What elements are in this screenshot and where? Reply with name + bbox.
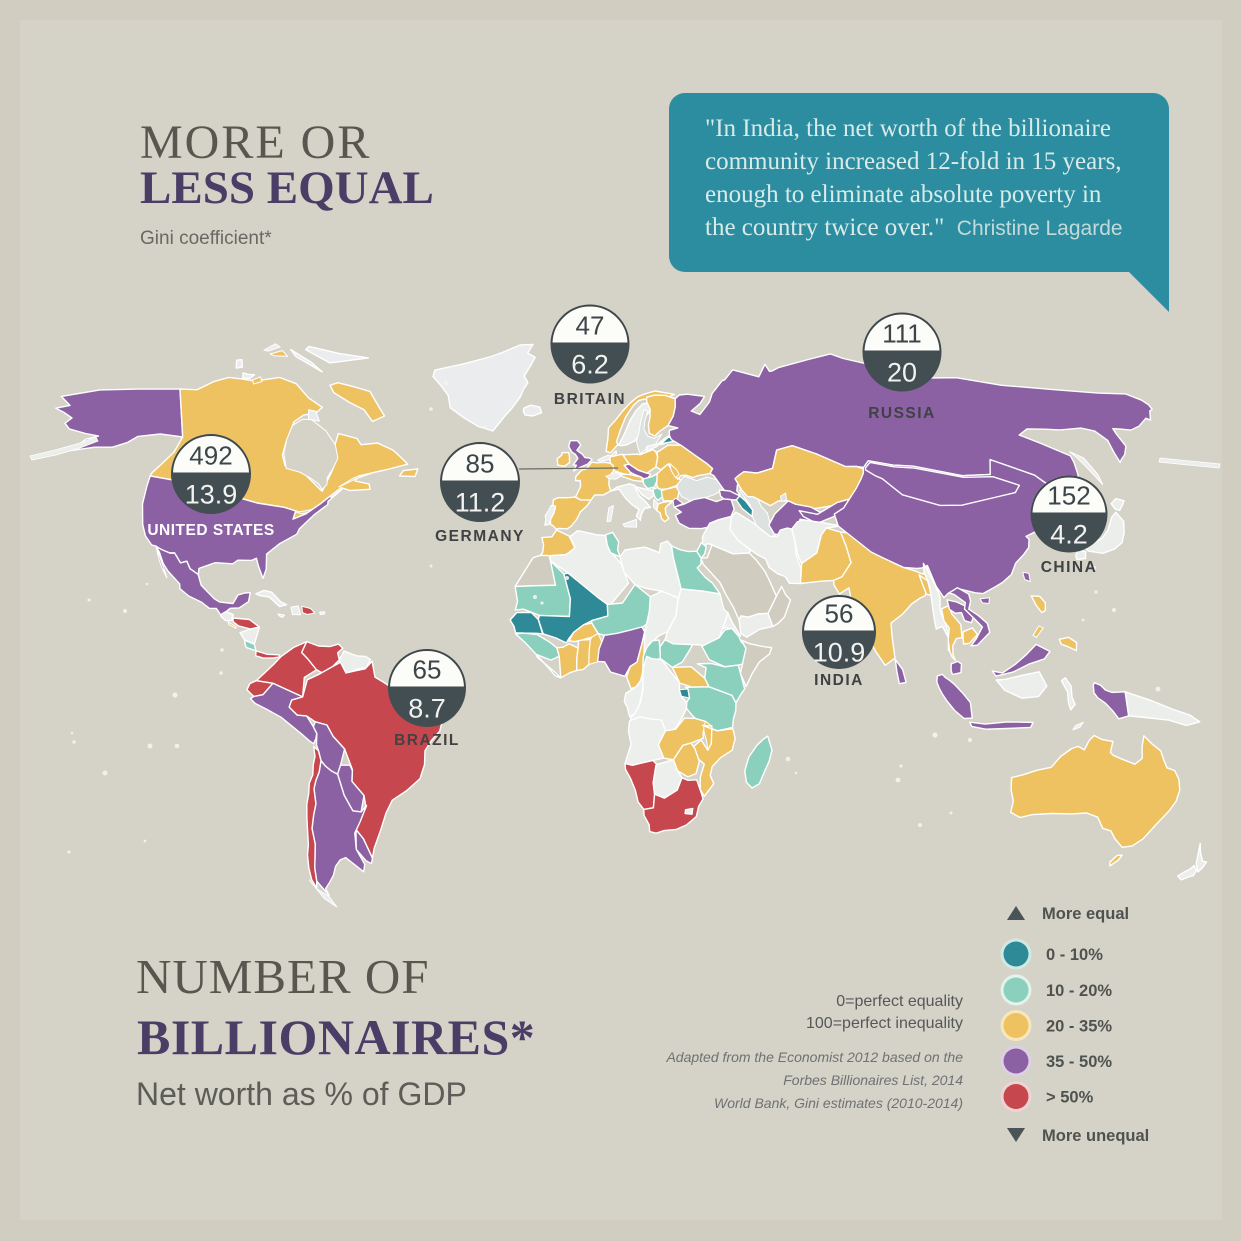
- svg-text:85: 85: [466, 449, 495, 479]
- svg-text:11.2: 11.2: [455, 488, 506, 518]
- svg-text:8.7: 8.7: [408, 694, 446, 724]
- svg-text:20 - 35%: 20 - 35%: [1046, 1018, 1112, 1036]
- svg-text:BRAZIL: BRAZIL: [394, 732, 460, 749]
- svg-text:4.2: 4.2: [1050, 520, 1088, 550]
- svg-text:6.2: 6.2: [571, 350, 609, 380]
- svg-text:RUSSIA: RUSSIA: [868, 405, 936, 422]
- svg-text:20: 20: [887, 358, 917, 388]
- svg-text:65: 65: [413, 655, 442, 685]
- svg-text:UNITED STATES: UNITED STATES: [147, 522, 274, 539]
- svg-text:492: 492: [189, 441, 232, 471]
- svg-text:35 - 50%: 35 - 50%: [1046, 1053, 1112, 1071]
- svg-text:10 - 20%: 10 - 20%: [1046, 982, 1112, 1000]
- svg-text:More unequal: More unequal: [1042, 1127, 1149, 1145]
- svg-text:CHINA: CHINA: [1041, 559, 1098, 576]
- svg-text:111: 111: [882, 319, 922, 349]
- svg-text:56: 56: [825, 599, 854, 629]
- svg-text:10.9: 10.9: [813, 638, 866, 668]
- svg-text:More equal: More equal: [1042, 905, 1129, 923]
- svg-text:GERMANY: GERMANY: [435, 528, 525, 545]
- svg-text:47: 47: [576, 311, 605, 341]
- svg-text:> 50%: > 50%: [1046, 1089, 1094, 1107]
- svg-text:BRITAIN: BRITAIN: [554, 391, 626, 408]
- svg-text:INDIA: INDIA: [814, 672, 864, 689]
- svg-text:13.9: 13.9: [185, 480, 238, 510]
- svg-text:152: 152: [1047, 481, 1090, 511]
- svg-text:0 - 10%: 0 - 10%: [1046, 946, 1103, 964]
